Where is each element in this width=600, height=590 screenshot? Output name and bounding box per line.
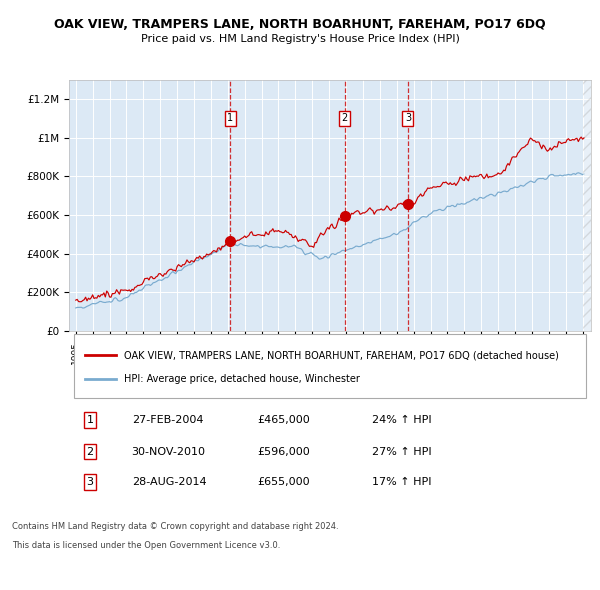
Text: 28-AUG-2014: 28-AUG-2014 (131, 477, 206, 487)
Text: 1: 1 (227, 113, 233, 123)
Text: 2: 2 (341, 113, 348, 123)
Text: Contains HM Land Registry data © Crown copyright and database right 2024.: Contains HM Land Registry data © Crown c… (12, 522, 338, 531)
Text: £465,000: £465,000 (257, 415, 310, 425)
Text: OAK VIEW, TRAMPERS LANE, NORTH BOARHUNT, FAREHAM, PO17 6DQ: OAK VIEW, TRAMPERS LANE, NORTH BOARHUNT,… (54, 18, 546, 31)
Text: 3: 3 (405, 113, 411, 123)
FancyBboxPatch shape (74, 335, 586, 398)
Text: HPI: Average price, detached house, Winchester: HPI: Average price, detached house, Winc… (124, 373, 359, 384)
Text: 3: 3 (86, 477, 94, 487)
Text: This data is licensed under the Open Government Licence v3.0.: This data is licensed under the Open Gov… (12, 541, 280, 550)
Text: 27-FEB-2004: 27-FEB-2004 (131, 415, 203, 425)
Text: 24% ↑ HPI: 24% ↑ HPI (372, 415, 431, 425)
Text: 30-NOV-2010: 30-NOV-2010 (131, 447, 206, 457)
Text: 1: 1 (86, 415, 94, 425)
Text: 17% ↑ HPI: 17% ↑ HPI (372, 477, 431, 487)
Text: 27% ↑ HPI: 27% ↑ HPI (372, 447, 431, 457)
Text: OAK VIEW, TRAMPERS LANE, NORTH BOARHUNT, FAREHAM, PO17 6DQ (detached house): OAK VIEW, TRAMPERS LANE, NORTH BOARHUNT,… (124, 350, 559, 360)
Text: 2: 2 (86, 447, 94, 457)
Text: £655,000: £655,000 (257, 477, 310, 487)
Text: £596,000: £596,000 (257, 447, 310, 457)
Text: Price paid vs. HM Land Registry's House Price Index (HPI): Price paid vs. HM Land Registry's House … (140, 34, 460, 44)
